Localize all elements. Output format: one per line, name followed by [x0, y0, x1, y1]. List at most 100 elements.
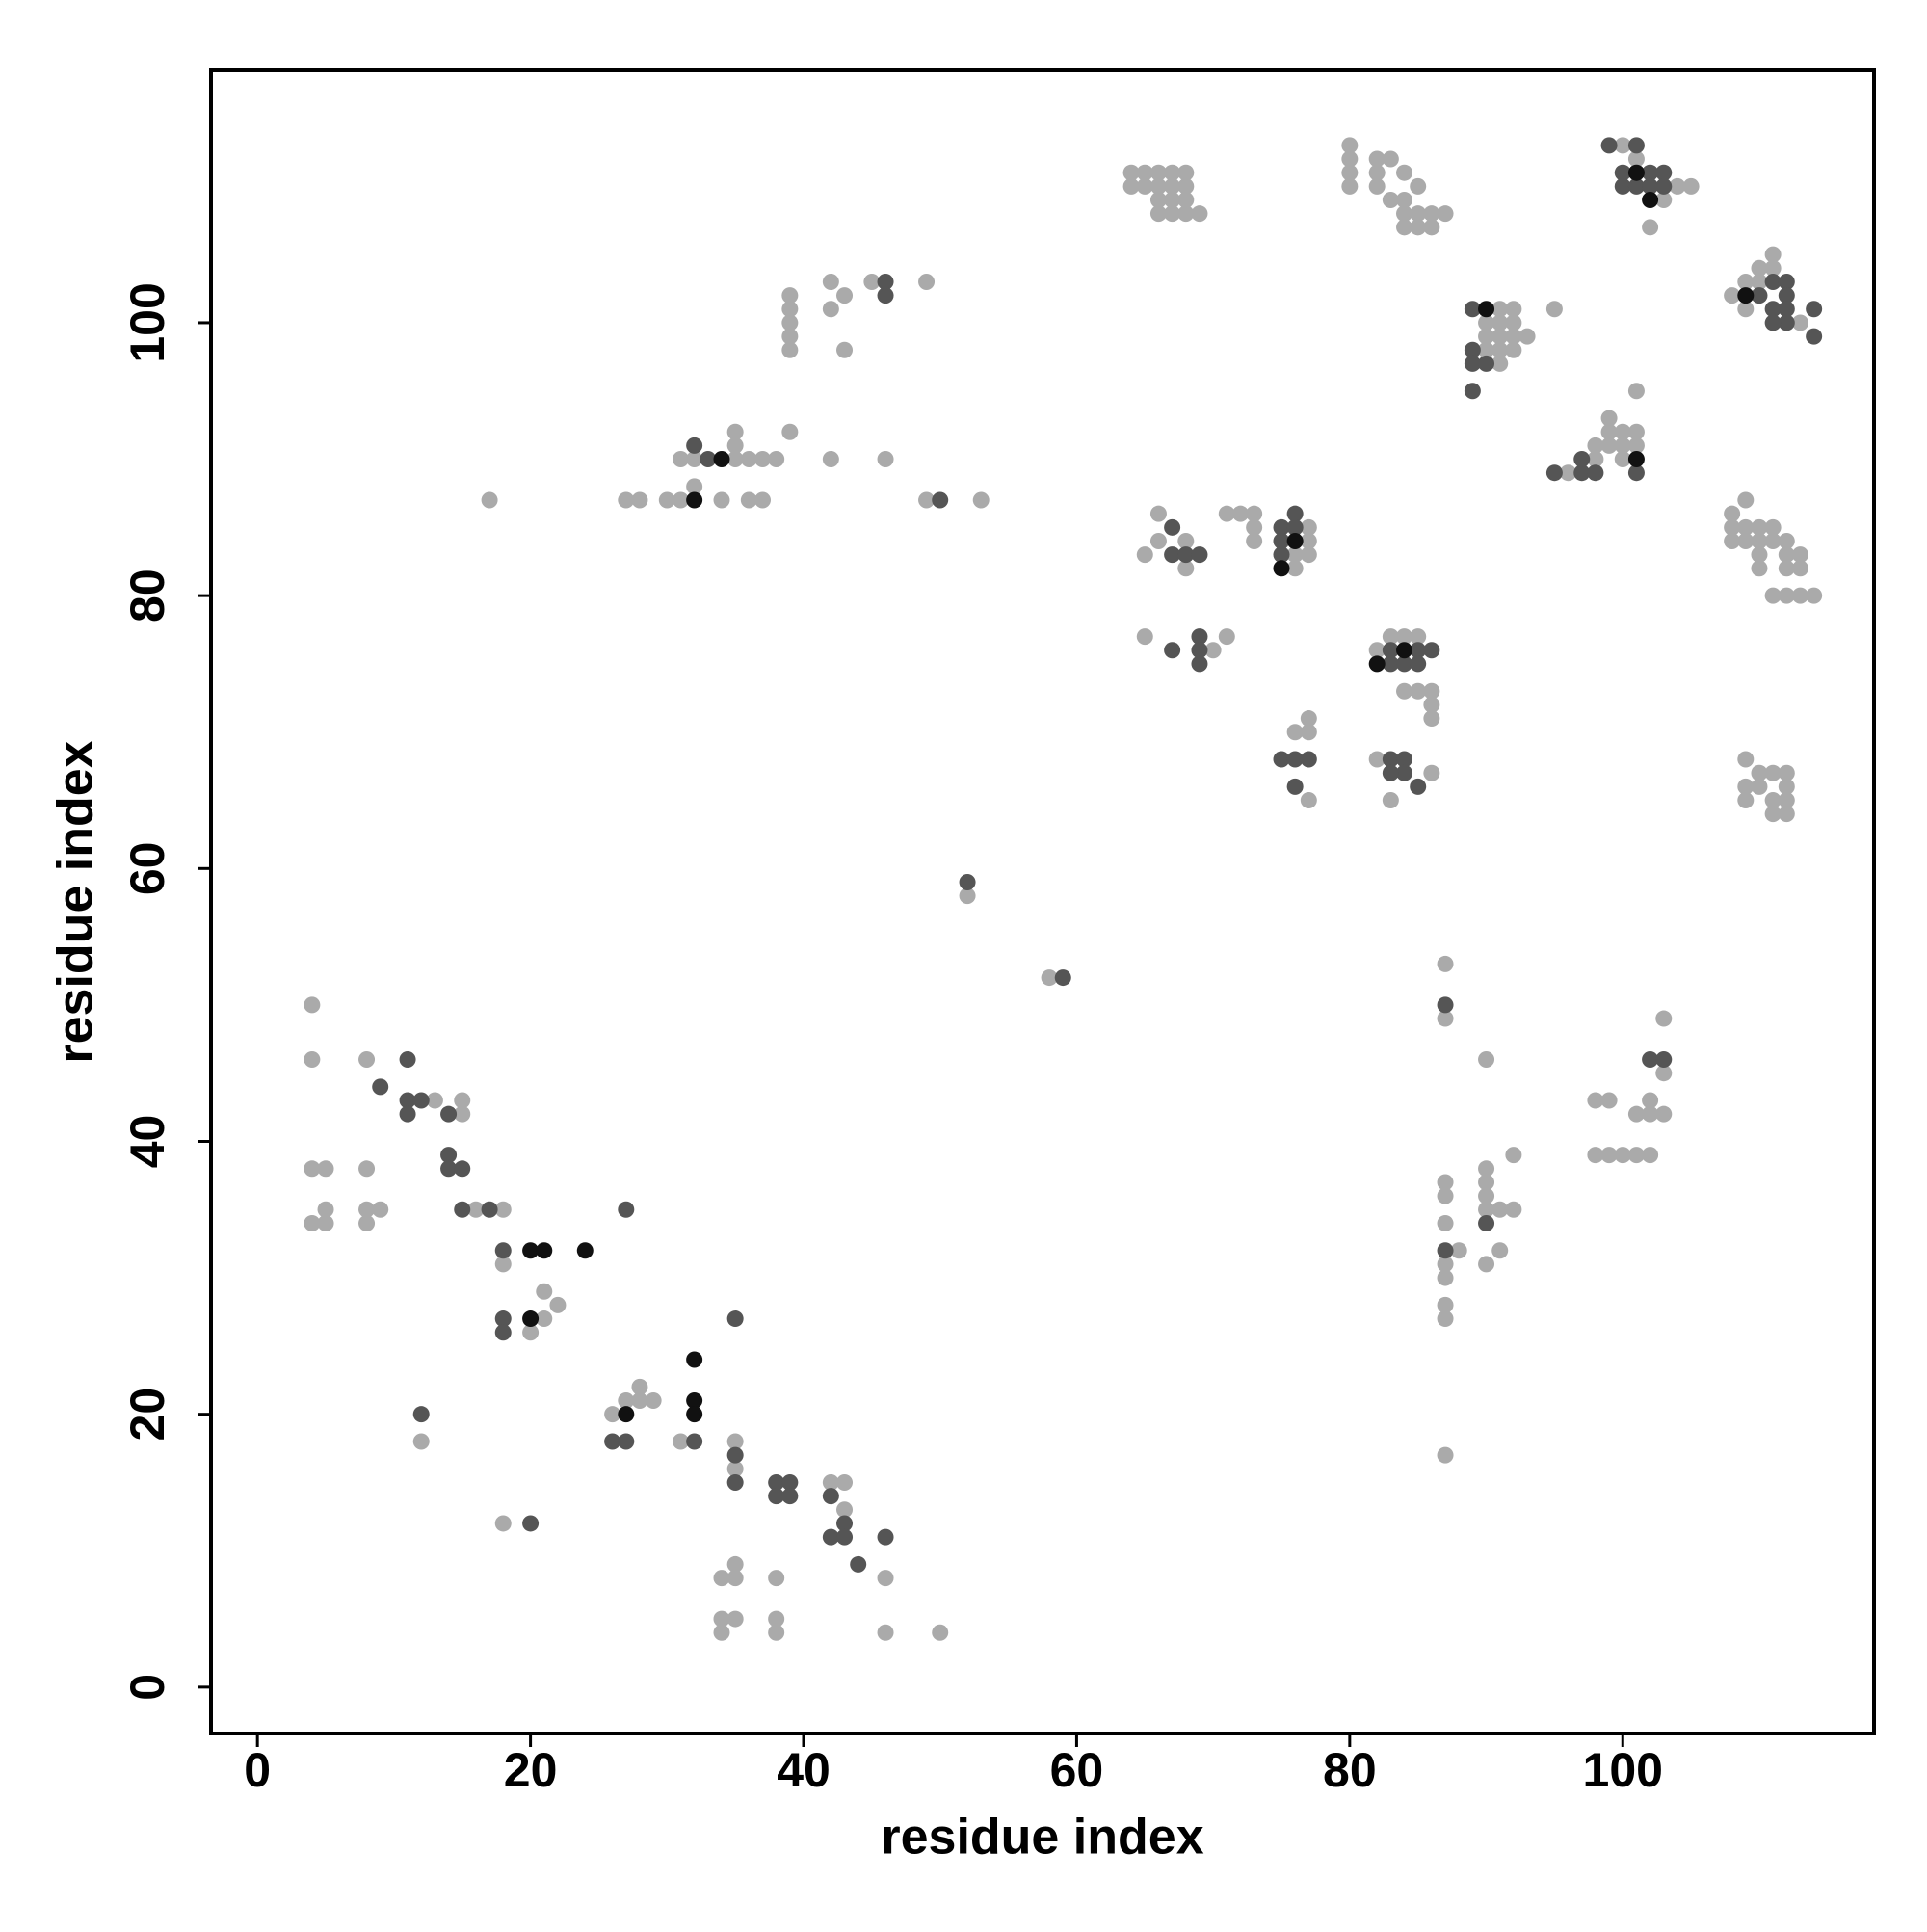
point	[1122, 177, 1140, 195]
point	[1751, 287, 1768, 304]
point	[1396, 682, 1413, 700]
point	[1806, 587, 1823, 604]
point	[1491, 314, 1509, 331]
point	[1231, 505, 1249, 522]
point	[713, 451, 730, 468]
point	[304, 1160, 321, 1178]
point	[412, 1092, 430, 1109]
point	[1751, 273, 1768, 290]
point	[304, 1051, 321, 1069]
point	[1778, 806, 1795, 823]
point	[822, 273, 839, 290]
point	[822, 451, 839, 468]
point	[1478, 1256, 1495, 1273]
point	[1505, 314, 1522, 331]
point	[1505, 1147, 1522, 1164]
point	[1368, 164, 1386, 181]
point	[522, 1324, 540, 1341]
y-tick-label: 40	[120, 1115, 174, 1169]
point	[1164, 518, 1181, 536]
point	[1791, 560, 1808, 577]
point	[686, 437, 703, 454]
point	[686, 491, 703, 509]
point	[1642, 192, 1659, 209]
point	[1300, 792, 1317, 809]
point	[1600, 423, 1618, 440]
point	[304, 996, 321, 1014]
point	[1505, 328, 1522, 345]
point	[1396, 192, 1413, 209]
point	[658, 491, 675, 509]
point	[1737, 518, 1755, 536]
point	[1423, 682, 1440, 700]
plot-frame	[209, 68, 1876, 1735]
point	[536, 1283, 553, 1300]
point	[1642, 219, 1659, 236]
point	[1410, 778, 1427, 795]
point	[1382, 655, 1399, 673]
point	[1737, 532, 1755, 549]
point	[1177, 205, 1195, 223]
point	[1437, 1174, 1454, 1191]
point	[1764, 273, 1782, 290]
point	[1273, 751, 1290, 768]
point	[1423, 696, 1440, 713]
point	[1600, 410, 1618, 427]
point	[1286, 532, 1304, 549]
point	[1764, 792, 1782, 809]
point	[440, 1105, 458, 1123]
x-tick-label: 100	[1583, 1743, 1663, 1797]
point	[959, 887, 976, 905]
point	[1505, 301, 1522, 318]
y-tick-label: 100	[120, 282, 174, 362]
point	[494, 1515, 512, 1532]
point	[1382, 764, 1399, 781]
x-tick-label: 80	[1323, 1743, 1377, 1797]
x-tick-label: 0	[244, 1743, 271, 1797]
point	[1149, 192, 1167, 209]
point	[822, 1473, 839, 1491]
point	[713, 491, 730, 509]
point	[877, 451, 894, 468]
point	[1246, 505, 1263, 522]
point	[877, 1570, 894, 1587]
point	[1778, 587, 1795, 604]
point	[1587, 1147, 1604, 1164]
point	[1464, 383, 1481, 400]
point	[768, 1488, 785, 1505]
point	[1410, 642, 1427, 659]
point	[1778, 560, 1795, 577]
point	[1149, 505, 1167, 522]
point	[604, 1433, 621, 1450]
point	[467, 1201, 485, 1218]
point	[1478, 341, 1495, 358]
point	[672, 1433, 689, 1450]
point	[1437, 1187, 1454, 1204]
point	[686, 1406, 703, 1423]
point	[1396, 642, 1413, 659]
point	[358, 1051, 376, 1069]
point	[1396, 751, 1413, 768]
point	[726, 1610, 744, 1628]
point	[631, 1378, 648, 1395]
point	[1136, 546, 1153, 564]
point	[1600, 137, 1618, 154]
point	[1300, 710, 1317, 728]
point	[1464, 355, 1481, 372]
point	[399, 1051, 416, 1069]
x-tick-label: 40	[777, 1743, 831, 1797]
point	[1491, 1201, 1509, 1218]
point	[1368, 150, 1386, 168]
point	[1246, 532, 1263, 549]
point	[1149, 164, 1167, 181]
point	[1505, 341, 1522, 358]
point	[1177, 164, 1195, 181]
point	[1177, 177, 1195, 195]
point	[1764, 587, 1782, 604]
point	[726, 423, 744, 440]
point	[1627, 177, 1645, 195]
point	[1518, 328, 1536, 345]
point	[1286, 724, 1304, 741]
point	[1724, 532, 1741, 549]
point	[1478, 1174, 1495, 1191]
